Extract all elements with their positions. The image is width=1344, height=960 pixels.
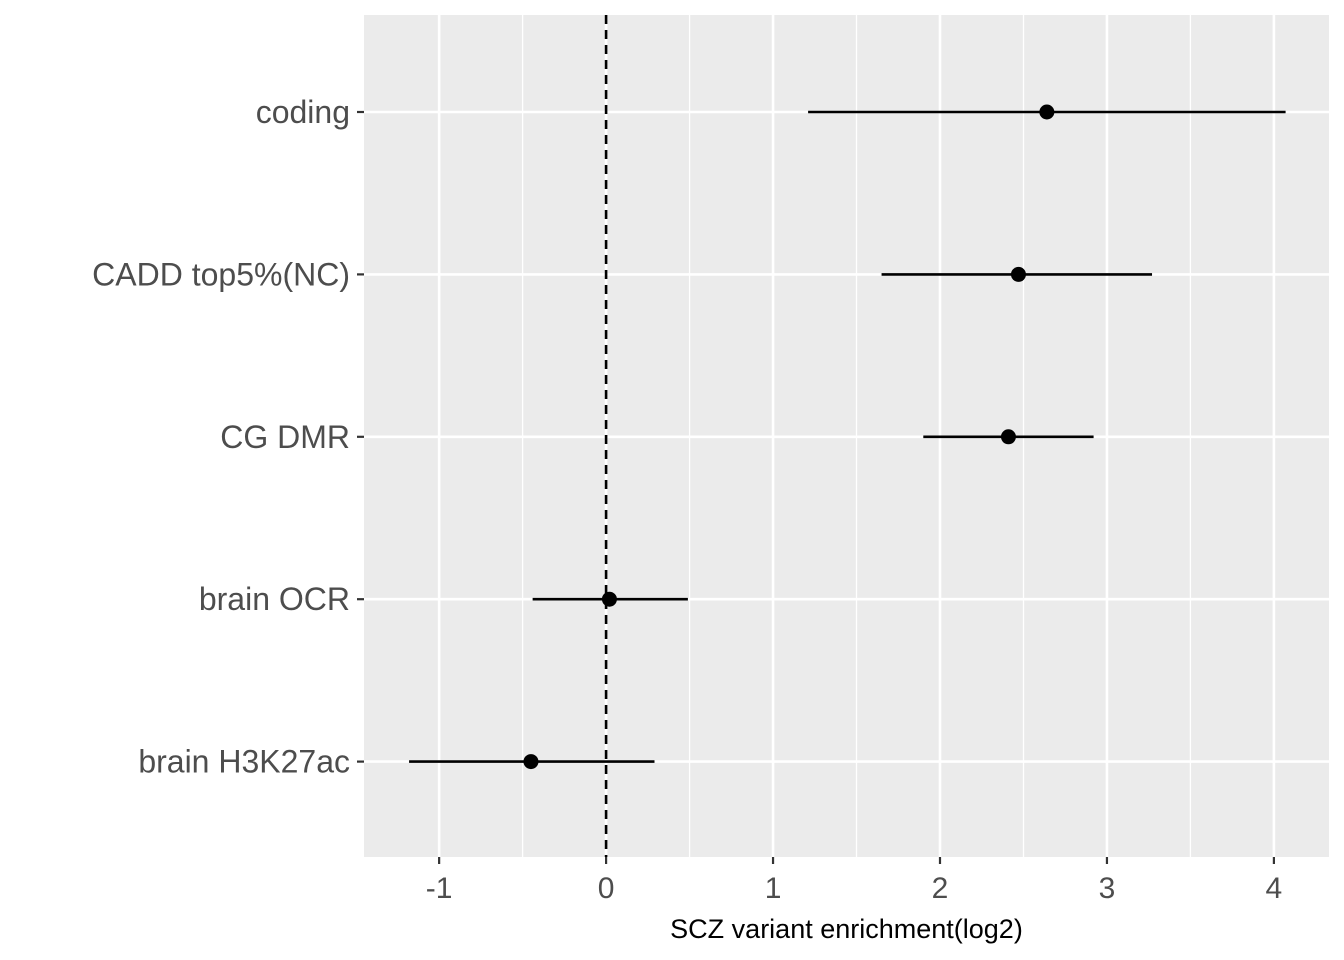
point-estimate [1010, 266, 1026, 282]
y-tick-label: brain OCR [199, 581, 350, 617]
point-estimate [523, 754, 539, 770]
point-estimate [1000, 429, 1016, 445]
x-tick-label: 3 [1099, 872, 1116, 905]
y-tick-label: CG DMR [220, 419, 350, 455]
y-tick-label: CADD top5%(NC) [92, 256, 350, 292]
y-tick-label: brain H3K27ac [138, 744, 350, 780]
point-estimate [1039, 104, 1055, 120]
x-axis-title: SCZ variant enrichment(log2) [670, 914, 1023, 944]
x-tick-label: -1 [426, 872, 453, 905]
point-estimate [601, 591, 617, 607]
x-tick-label: 4 [1266, 872, 1283, 905]
x-tick-label: 2 [932, 872, 949, 905]
y-axis: coding CADD top5%(NC) CG DMR brain OCR brain… [92, 94, 364, 780]
y-tick-label: coding [256, 94, 350, 130]
x-tick-label: 1 [765, 872, 782, 905]
x-axis: -1 0 1 2 3 4 [426, 857, 1282, 905]
x-tick-label: 0 [598, 872, 615, 905]
data-marks [409, 104, 1286, 770]
